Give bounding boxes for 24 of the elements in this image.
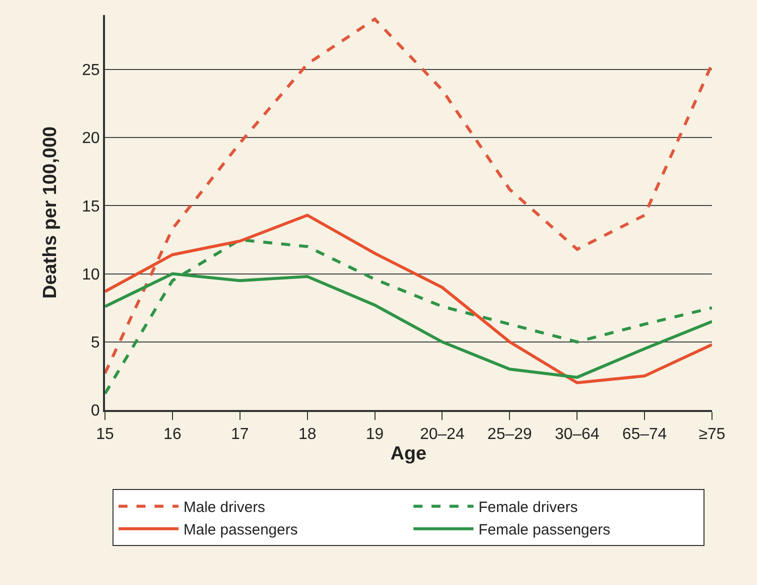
x-tick-label: 19	[366, 426, 384, 444]
y-tick-label: 10	[82, 266, 100, 284]
x-tick-label: 25–29	[487, 426, 532, 444]
x-tick-label: 16	[164, 426, 182, 444]
x-tick-label: 18	[298, 426, 316, 444]
y-tick-label: 20	[82, 130, 100, 148]
legend-label: Male drivers	[184, 499, 266, 516]
line-series	[105, 214, 712, 384]
y-tick-label: 5	[90, 334, 100, 352]
legend-label: Female passengers	[478, 522, 610, 539]
x-axis-title: Age	[390, 444, 426, 464]
y-axis-title: Deaths per 100,000	[40, 126, 61, 299]
x-tick-label: 30–64	[554, 426, 600, 444]
legend-label: Female drivers	[478, 499, 578, 516]
y-tick-label: 25	[82, 62, 100, 80]
x-tick-label: 17	[230, 426, 249, 444]
line-series	[105, 238, 712, 396]
y-tick-label: 0	[90, 402, 100, 420]
line-series	[105, 18, 712, 375]
legend-label: Male passengers	[184, 522, 298, 539]
x-tick-label: 65–74	[622, 426, 667, 444]
y-tick-label: 15	[82, 198, 100, 216]
x-tick-label: ≥75	[698, 426, 726, 444]
x-tick-label: 20–24	[420, 426, 465, 444]
